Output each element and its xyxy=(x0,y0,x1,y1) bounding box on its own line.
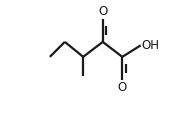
Text: OH: OH xyxy=(142,39,160,52)
Text: O: O xyxy=(98,5,107,18)
Text: O: O xyxy=(118,81,127,94)
